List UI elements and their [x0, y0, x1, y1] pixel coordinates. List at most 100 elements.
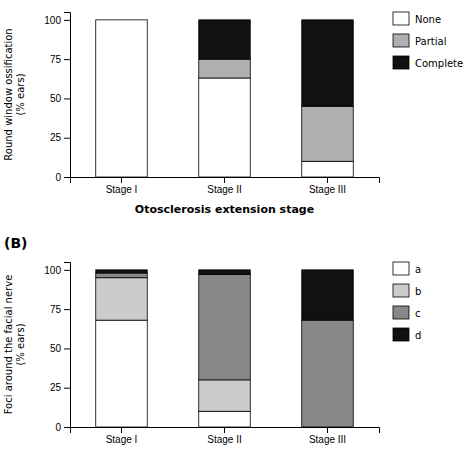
tick: 50 — [50, 93, 70, 104]
tick-label: 100 — [44, 15, 61, 26]
tick: 0 — [55, 422, 70, 433]
tick-mark — [224, 177, 225, 183]
tick-label: 0 — [55, 172, 61, 183]
bar-segment — [199, 275, 251, 380]
bar-segment — [96, 270, 148, 273]
bar-segment — [302, 106, 354, 161]
tick-label: Stage II — [207, 434, 241, 445]
bar-segment — [199, 270, 251, 275]
bars — [96, 20, 354, 177]
bar-segment — [96, 19, 148, 20]
bar-segment — [96, 19, 148, 20]
tick-label: Stage I — [106, 434, 138, 445]
legend-label: None — [415, 14, 441, 25]
legend-swatch — [393, 56, 409, 69]
panel: 0255075100Stage IStage IIStage IIIRound … — [3, 12, 463, 216]
tick: 100 — [44, 15, 70, 26]
axis-line — [71, 428, 380, 434]
legend-swatch — [393, 306, 409, 319]
x-axis-title: Otosclerosis extension stage — [135, 203, 314, 216]
panel-label: (B) — [4, 235, 27, 251]
tick-mark — [64, 98, 70, 99]
series — [199, 20, 354, 106]
tick-mark — [64, 138, 70, 139]
legend-swatch — [393, 328, 409, 341]
legend: None Partial Complete — [393, 12, 463, 69]
tick-mark — [121, 427, 122, 433]
legend-item: c — [393, 306, 421, 319]
legend-item: None — [393, 12, 441, 25]
tick-mark — [64, 177, 70, 178]
panel: 0 25 50 75 100 Stage I Stage II Stage III Foci a… — [3, 235, 421, 445]
tick-mark — [64, 20, 70, 21]
legend-label: d — [415, 330, 421, 341]
tick-mark — [64, 388, 70, 389]
legend-item: Partial — [393, 34, 446, 47]
axis-line — [71, 178, 380, 184]
bar-segment — [96, 320, 148, 427]
bar-segment — [96, 273, 148, 278]
bar-segment — [302, 270, 354, 320]
tick-mark — [64, 309, 70, 310]
tick: Stage III — [309, 177, 346, 195]
tick-mark — [121, 177, 122, 183]
tick: 50 — [50, 343, 70, 354]
tick-label: 50 — [50, 343, 62, 354]
bar-segment — [302, 20, 354, 106]
tick-label: 100 — [44, 265, 61, 276]
legend-swatch — [393, 12, 409, 25]
bars — [96, 270, 354, 427]
legend: abcd — [393, 262, 421, 341]
tick-mark — [64, 427, 70, 428]
y-axis: 0255075100 — [44, 13, 70, 183]
figure: 0 25 50 75 100 Stage I Stage II Stage III Round … — [0, 0, 474, 474]
bar-segment — [302, 320, 354, 427]
y-axis-title: Foci around the facial nerve(% ears) — [3, 275, 26, 415]
bar-segment — [302, 161, 354, 177]
tick: 25 — [50, 382, 70, 393]
tick-label: 0 — [55, 422, 61, 433]
legend-label: c — [415, 308, 421, 319]
tick: Stage III — [309, 427, 346, 445]
legend-item: d — [393, 328, 421, 341]
legend-item: a — [393, 262, 421, 275]
tick-label: Stage II — [207, 184, 241, 195]
y-axis-title-line: Round window ossification — [3, 28, 14, 160]
legend-item: Complete — [393, 56, 463, 69]
legend-item: b — [393, 284, 421, 297]
y-axis-title-line: (% ears) — [15, 73, 26, 115]
tick-mark — [224, 427, 225, 433]
legend-label: Partial — [415, 36, 446, 47]
y-axis-title: Round window ossification(% ears) — [3, 28, 26, 160]
bar-segment — [96, 20, 148, 177]
axis-line — [64, 263, 71, 428]
legend-label: Complete — [415, 58, 463, 69]
x-axis: Stage I Stage II Stage III — [71, 427, 380, 445]
tick-mark — [327, 177, 328, 183]
bar-segment — [199, 411, 251, 427]
tick-label: Stage I — [106, 184, 138, 195]
tick: Stage II — [207, 177, 241, 195]
bar-segment — [199, 78, 251, 177]
bar-segment — [199, 380, 251, 411]
tick-label: 25 — [50, 382, 62, 393]
tick-label: Stage III — [309, 184, 346, 195]
axis-line — [64, 13, 71, 178]
tick-mark — [64, 348, 70, 349]
tick: 25 — [50, 132, 70, 143]
tick-mark — [64, 270, 70, 271]
bar-segment — [199, 59, 251, 78]
y-axis: 0 25 50 75 100 — [44, 263, 70, 433]
y-axis-title-line: (% ears) — [15, 323, 26, 365]
tick-mark — [64, 59, 70, 60]
tick-label: 75 — [50, 304, 62, 315]
legend-swatch — [393, 262, 409, 275]
tick: 100 — [44, 265, 70, 276]
tick-label: 25 — [50, 132, 62, 143]
legend-label: a — [415, 264, 421, 275]
series — [96, 20, 354, 177]
legend-label: b — [415, 286, 421, 297]
legend-swatch — [393, 34, 409, 47]
tick: 75 — [50, 304, 70, 315]
y-axis-title-line: Foci around the facial nerve — [3, 275, 14, 415]
